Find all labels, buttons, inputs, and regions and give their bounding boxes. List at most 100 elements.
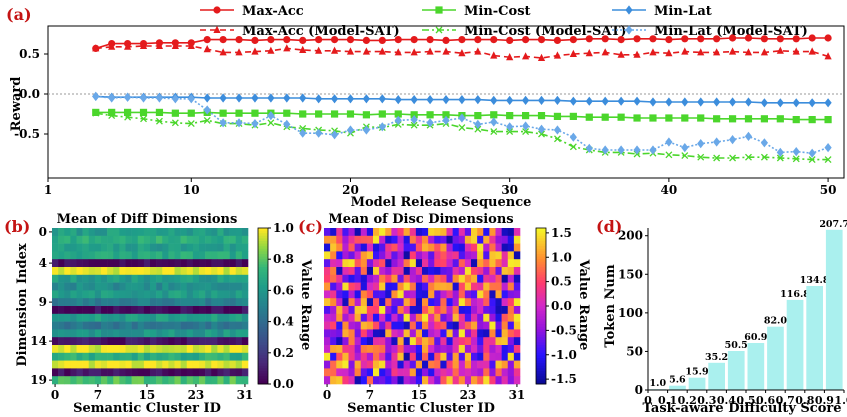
heatmap-cell — [199, 274, 206, 283]
heatmap-cell — [143, 259, 151, 268]
heatmap-cell — [211, 259, 218, 268]
heatmap-cell — [205, 360, 212, 369]
heatmap-cell — [119, 228, 126, 237]
heatmap-cell — [229, 313, 237, 322]
heatmap-cell — [391, 282, 398, 291]
data-point — [617, 145, 625, 155]
data-point — [553, 125, 562, 135]
heatmap-cell — [229, 329, 237, 338]
heatmap-cell — [324, 259, 331, 268]
heatmap-cell — [156, 313, 163, 322]
data-point — [267, 111, 275, 121]
data-point — [458, 36, 466, 44]
heatmap-cell — [88, 321, 96, 330]
colorbar-tick-label: 0.4 — [273, 315, 294, 329]
heatmap-cell — [434, 259, 441, 268]
heatmap-cell — [464, 376, 472, 385]
heatmap-cell — [107, 282, 114, 291]
heatmap-cell — [76, 274, 83, 283]
heatmap-cell — [354, 298, 362, 307]
heatmap-cell — [113, 298, 120, 307]
heatmap-cell — [192, 306, 200, 315]
data-point — [553, 51, 562, 59]
data-point — [203, 45, 211, 53]
heatmap-cell — [64, 235, 71, 244]
heatmap-cell — [495, 274, 502, 283]
heatmap-cell — [373, 243, 380, 252]
heatmap-cell — [342, 282, 349, 291]
heatmap-cell — [186, 228, 194, 237]
heatmap-cell — [379, 329, 386, 338]
data-point — [665, 49, 673, 57]
heatmap-cell — [137, 360, 145, 369]
heatmap-cell — [223, 298, 230, 307]
heatmap-cell — [483, 321, 490, 330]
heatmap-cell — [403, 282, 411, 291]
colorbar-segment — [536, 228, 546, 231]
heatmap-cell — [428, 376, 435, 385]
heatmap-cell — [241, 282, 249, 291]
heatmap-cell — [192, 360, 200, 369]
heatmap-cell — [483, 251, 490, 260]
heatmap-cell — [434, 243, 441, 252]
colorbar-segment — [258, 233, 268, 237]
heatmap-cell — [360, 321, 368, 330]
heatmap-cell — [82, 243, 90, 252]
data-point — [251, 109, 259, 117]
heatmap-cell — [477, 228, 484, 237]
heatmap-cell — [385, 376, 392, 385]
heatmap-cell — [162, 360, 169, 369]
heatmap-cell — [428, 235, 435, 244]
heatmap-cell — [495, 267, 502, 276]
heatmap-cell — [422, 235, 429, 244]
heatmap-cell — [94, 298, 102, 307]
data-point — [522, 121, 530, 131]
heatmap-cell — [495, 243, 502, 252]
heatmap-cell — [391, 360, 398, 369]
data-point — [681, 47, 689, 55]
legend-entry: Min-Cost — [464, 4, 531, 19]
heatmap-cell — [458, 298, 466, 307]
heatmap-cell — [125, 228, 132, 237]
heatmap-cell — [422, 290, 429, 299]
heatmap-cell — [354, 368, 362, 377]
heatmap-cell — [113, 306, 120, 315]
heatmap-cell — [415, 337, 423, 346]
data-point — [124, 92, 132, 102]
heatmap-cell — [373, 337, 380, 346]
heatmap-cell — [64, 290, 71, 299]
heatmap-cell — [64, 321, 71, 330]
heatmap-cell — [464, 228, 472, 237]
heatmap-cell — [360, 274, 368, 283]
heatmap-cell — [217, 337, 224, 346]
heatmap-cell — [76, 352, 83, 361]
heatmap-cell — [241, 313, 249, 322]
bar — [825, 229, 843, 390]
heatmap-cell — [458, 313, 466, 322]
heatmap-cell — [156, 306, 163, 315]
heatmap-cell — [342, 274, 349, 283]
heatmap-cell — [379, 368, 386, 377]
heatmap-cell — [94, 321, 102, 330]
heatmap-cell — [477, 267, 484, 276]
heatmap-cell — [235, 251, 243, 260]
colorbar-segment — [258, 332, 268, 335]
heatmap-cell — [464, 290, 472, 299]
heatmap-cell — [336, 228, 343, 237]
colorbar-segment — [536, 378, 546, 382]
heatmap-cell — [217, 368, 224, 377]
heatmap-cell — [125, 259, 132, 268]
colorbar-segment — [258, 228, 268, 231]
heatmap-cell — [58, 329, 65, 338]
heatmap-cell — [223, 290, 230, 299]
heatmap-cell — [52, 228, 59, 237]
data-point — [442, 111, 450, 119]
heatmap-cell — [70, 251, 77, 260]
heatmap-cell — [156, 337, 163, 346]
heatmap-cell — [348, 267, 355, 276]
heatmap-cell — [241, 228, 249, 237]
heatmap-cell — [168, 321, 175, 330]
heatmap-cell — [458, 235, 466, 244]
x-tick-label-d: 0 — [644, 394, 652, 407]
heatmap-cell — [446, 329, 453, 338]
